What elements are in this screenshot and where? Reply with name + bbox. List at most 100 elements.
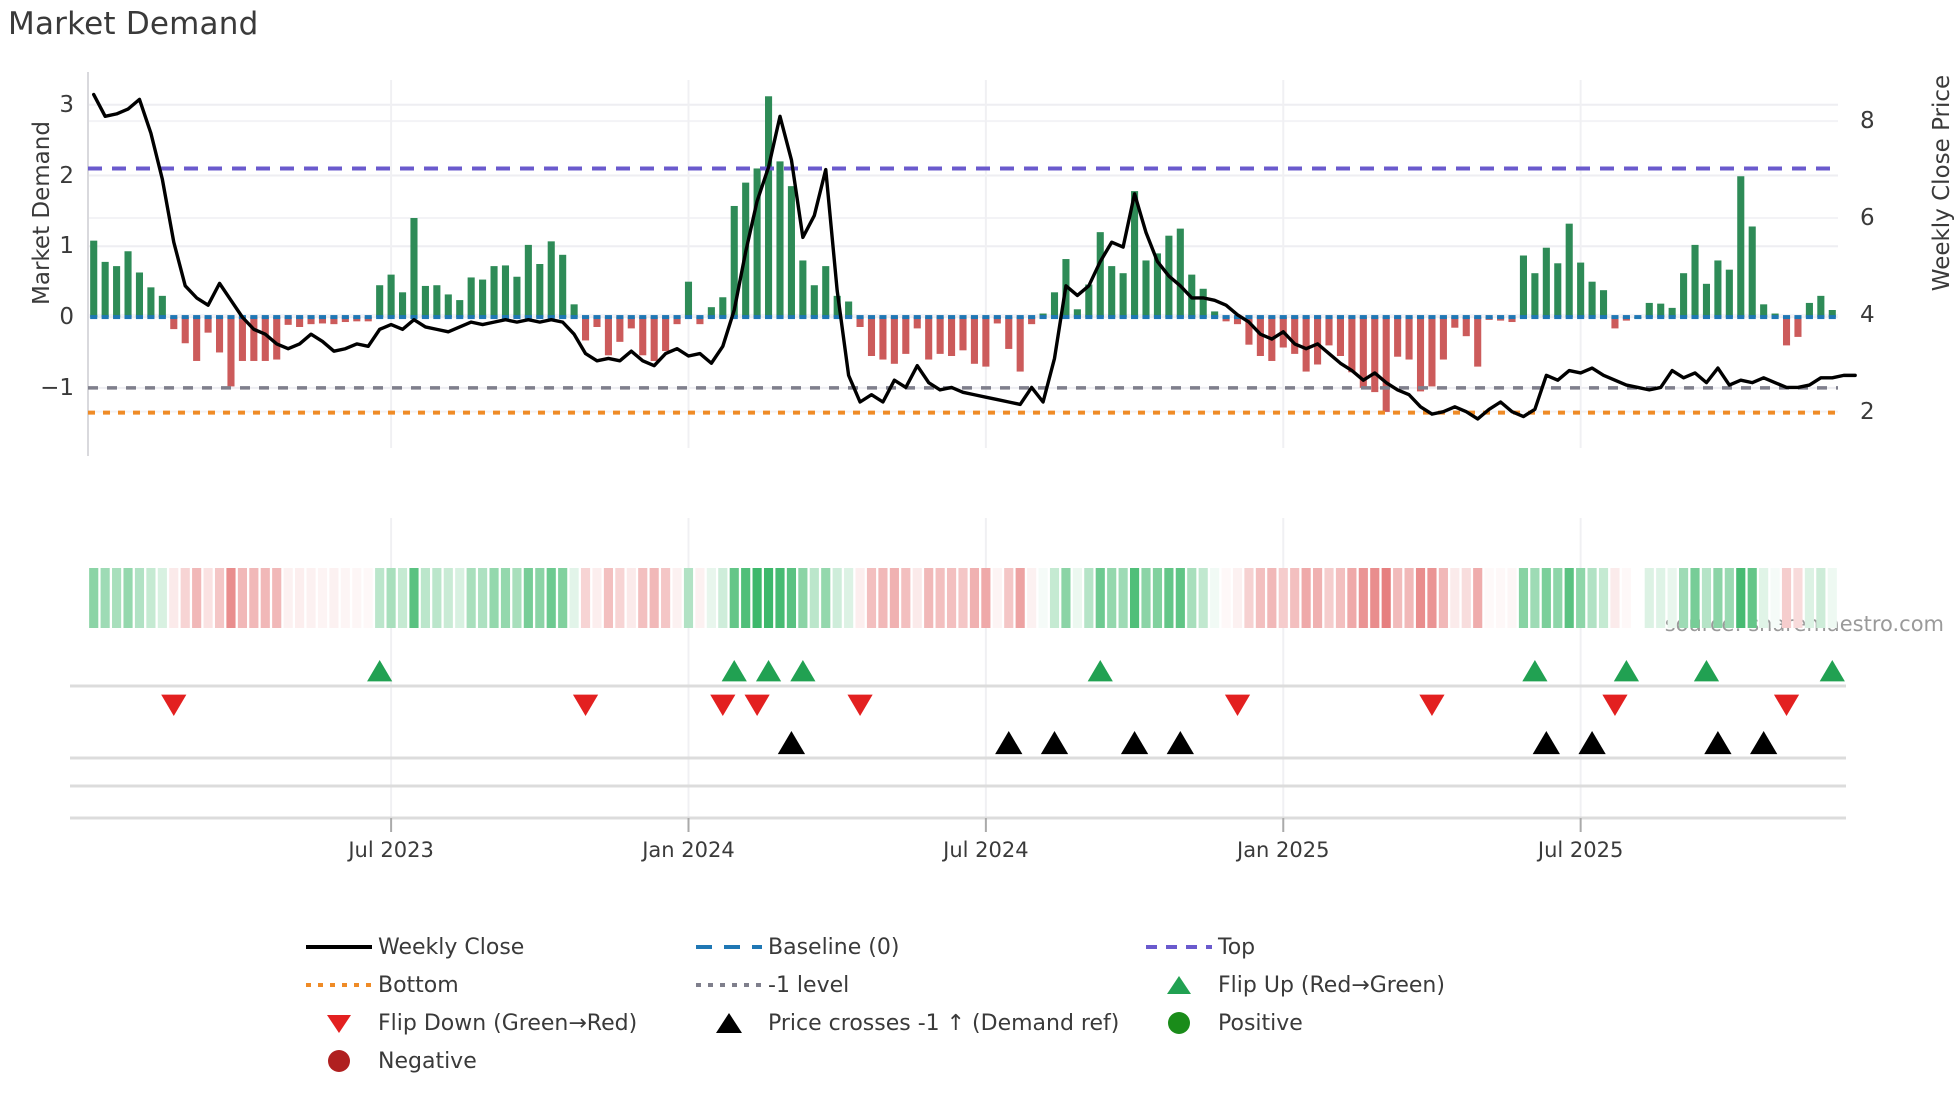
demand-bar xyxy=(833,295,841,318)
legend-flip-up[interactable]: Flip Up (Red→Green) xyxy=(1140,966,1620,1004)
heatmap-cell xyxy=(1781,568,1792,628)
heatmap-cell xyxy=(729,568,739,628)
demand-bar xyxy=(284,317,292,325)
demand-bar xyxy=(1531,273,1539,318)
legend-key xyxy=(1140,1008,1218,1038)
heatmap-cell xyxy=(1324,568,1334,628)
demand-bar xyxy=(845,301,853,318)
demand-bar xyxy=(1131,191,1139,318)
heatmap-cell xyxy=(1187,568,1197,628)
heatmap-cell xyxy=(214,568,225,628)
legend-key xyxy=(1140,970,1218,1000)
demand-bar xyxy=(1760,304,1768,318)
flip-up-marker xyxy=(755,660,782,682)
demand-bar xyxy=(467,277,475,318)
flip-down-marker xyxy=(1224,694,1251,716)
legend-minus-one[interactable]: -1 level xyxy=(690,966,1140,1004)
heatmap-cell xyxy=(1621,568,1631,628)
heatmap-cell xyxy=(1004,568,1014,628)
heatmap-cell xyxy=(741,568,751,628)
heatmap-cell xyxy=(1072,568,1082,628)
legend-top[interactable]: Top xyxy=(1140,928,1620,966)
heatmap-cell xyxy=(1564,568,1574,628)
legend-row: Weekly Close Baseline (0) Top xyxy=(300,928,1700,966)
legend-baseline[interactable]: Baseline (0) xyxy=(690,928,1140,966)
heatmap-cell xyxy=(1644,568,1654,628)
price-cross-marker xyxy=(1704,731,1732,755)
demand-bar xyxy=(215,317,224,353)
circle-icon xyxy=(1168,1012,1190,1034)
heatmap-cell xyxy=(329,568,339,628)
demand-bar xyxy=(1336,317,1344,356)
legend-flip-down[interactable]: Flip Down (Green→Red) xyxy=(300,1004,690,1042)
heatmap-cell xyxy=(1232,568,1243,628)
demand-bar xyxy=(170,317,178,330)
heatmap-cell xyxy=(1656,568,1666,628)
demand-bar xyxy=(593,317,601,327)
demand-bar xyxy=(204,317,212,333)
heatmap-cell xyxy=(1713,568,1723,628)
demand-bar xyxy=(1702,283,1711,318)
legend-key xyxy=(690,970,768,1000)
demand-bar xyxy=(1680,273,1688,318)
heatmap-cell xyxy=(1118,568,1128,628)
y-axis-left-tick: −1 xyxy=(40,374,74,401)
heatmap-cell xyxy=(844,568,854,628)
legend-positive[interactable]: Positive xyxy=(1140,1004,1620,1042)
heatmap-cell xyxy=(855,568,865,628)
legend-key xyxy=(1140,932,1218,962)
legend-price-cross[interactable]: Price crosses -1 ↑ (Demand ref) xyxy=(690,1004,1140,1042)
heatmap-cell xyxy=(809,568,819,628)
demand-bar xyxy=(524,244,532,318)
heatmap-cell xyxy=(683,568,694,628)
price-cross-marker xyxy=(1750,731,1778,755)
heatmap-cell xyxy=(638,568,648,628)
demand-bar xyxy=(387,274,395,318)
heatmap-cell xyxy=(1061,568,1071,628)
heatmap-cell xyxy=(1690,568,1700,628)
demand-bar xyxy=(1302,317,1310,372)
demand-bar xyxy=(719,297,727,318)
demand-bar xyxy=(1519,255,1527,318)
heatmap-cell xyxy=(1358,568,1368,628)
heatmap-cell xyxy=(718,568,728,628)
demand-bar xyxy=(147,287,155,318)
demand-bar xyxy=(353,317,361,322)
demand-bar xyxy=(399,292,407,318)
demand-bar xyxy=(1782,317,1791,346)
demand-bar xyxy=(799,260,807,318)
demand-bar xyxy=(1176,228,1184,318)
heatmap-cell xyxy=(752,568,762,628)
triangle-down-icon xyxy=(327,1015,351,1033)
legend-bottom[interactable]: Bottom xyxy=(300,966,690,1004)
heatmap-cell xyxy=(763,568,774,628)
demand-bar xyxy=(639,317,647,356)
demand-bar xyxy=(982,317,990,367)
heatmap-cell xyxy=(1759,568,1769,628)
heatmap-cell xyxy=(1427,568,1437,628)
demand-bar xyxy=(1817,295,1825,318)
demand-bar xyxy=(181,317,189,344)
demand-bar xyxy=(684,281,693,318)
legend-negative[interactable]: Negative xyxy=(300,1042,690,1080)
demand-bar xyxy=(1737,176,1745,318)
demand-bar xyxy=(1233,317,1242,325)
heatmap-cell xyxy=(1370,568,1380,628)
legend-label: Baseline (0) xyxy=(768,934,900,960)
heatmap-cell xyxy=(1438,568,1448,628)
legend-label: Flip Up (Red→Green) xyxy=(1218,972,1445,998)
demand-bar xyxy=(433,285,441,318)
demand-bar xyxy=(1428,317,1436,387)
heatmap-cell xyxy=(946,568,957,628)
demand-bar xyxy=(1577,262,1585,318)
demand-bar xyxy=(948,317,956,356)
demand-bar xyxy=(787,186,795,318)
legend-weekly-close[interactable]: Weekly Close xyxy=(300,928,690,966)
heatmap-cell xyxy=(580,568,591,628)
flip-down-marker xyxy=(572,694,599,716)
heatmap-cell xyxy=(1015,568,1025,628)
y-axis-left-tick: 3 xyxy=(59,91,74,118)
legend-key xyxy=(300,932,378,962)
